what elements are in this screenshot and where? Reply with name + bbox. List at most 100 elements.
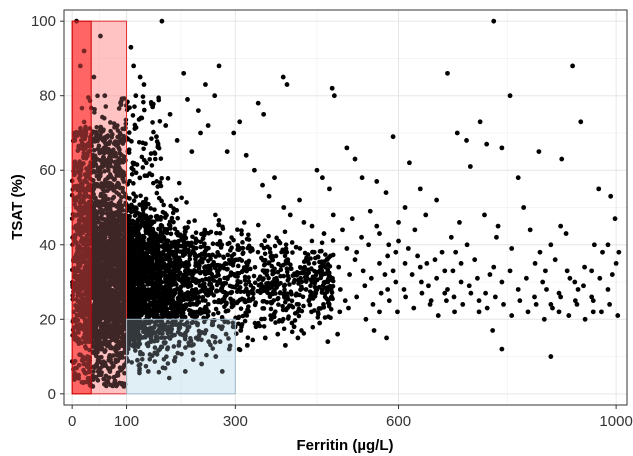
data-point xyxy=(91,223,97,229)
data-point xyxy=(239,231,244,237)
data-point xyxy=(143,259,148,265)
data-point xyxy=(240,313,246,319)
data-point xyxy=(103,226,109,232)
data-point xyxy=(278,263,284,269)
data-point xyxy=(190,357,196,362)
data-point xyxy=(167,219,173,225)
data-point xyxy=(145,229,150,234)
data-point xyxy=(191,245,197,251)
data-point xyxy=(164,288,169,293)
data-point xyxy=(172,314,178,319)
data-point xyxy=(168,305,173,311)
data-point xyxy=(155,338,160,344)
data-point xyxy=(257,323,263,329)
data-point xyxy=(177,299,183,304)
data-point xyxy=(161,202,166,208)
data-point xyxy=(187,301,193,307)
data-point xyxy=(203,304,208,310)
data-point xyxy=(131,261,137,266)
data-point xyxy=(154,237,159,243)
data-point xyxy=(213,254,219,259)
data-point xyxy=(153,330,158,336)
data-point xyxy=(215,299,221,305)
data-point xyxy=(309,292,315,298)
data-point xyxy=(201,256,207,261)
data-point xyxy=(242,298,248,304)
data-point xyxy=(322,285,328,291)
data-point xyxy=(149,279,155,285)
data-point xyxy=(148,206,153,211)
data-point xyxy=(122,370,127,376)
data-point xyxy=(205,313,211,319)
data-point xyxy=(317,249,323,254)
data-point xyxy=(298,265,303,270)
data-point xyxy=(169,215,175,221)
data-point xyxy=(168,287,173,293)
data-point xyxy=(163,327,169,332)
data-point xyxy=(143,363,149,369)
data-point xyxy=(267,260,272,265)
data-point xyxy=(207,282,212,287)
data-point xyxy=(281,326,287,332)
data-point xyxy=(100,248,105,254)
data-point xyxy=(269,313,275,318)
data-point xyxy=(108,236,114,242)
data-point xyxy=(159,320,165,326)
data-point xyxy=(239,324,244,330)
data-point xyxy=(127,222,132,227)
data-point xyxy=(202,281,207,286)
data-point xyxy=(91,191,97,197)
data-point xyxy=(301,303,306,309)
data-point xyxy=(226,336,231,341)
data-point xyxy=(290,304,296,310)
data-point xyxy=(225,241,231,247)
data-point xyxy=(156,258,161,264)
data-point xyxy=(156,323,162,328)
data-point xyxy=(165,295,171,301)
data-point xyxy=(208,256,213,262)
data-point xyxy=(268,299,274,305)
data-point xyxy=(193,256,198,262)
data-point xyxy=(281,273,286,279)
data-point xyxy=(121,326,127,332)
data-point xyxy=(77,352,82,357)
data-point xyxy=(253,300,259,305)
data-point xyxy=(132,227,137,233)
data-point xyxy=(159,238,164,244)
data-point xyxy=(81,150,87,156)
data-point xyxy=(91,241,96,246)
data-point xyxy=(280,303,285,309)
data-point xyxy=(165,319,171,325)
data-point xyxy=(322,315,328,320)
data-point xyxy=(165,176,171,181)
data-point xyxy=(231,284,236,290)
data-point xyxy=(259,242,264,248)
data-point xyxy=(129,237,135,243)
data-point xyxy=(283,242,289,247)
data-point xyxy=(209,276,214,282)
data-point xyxy=(120,295,126,300)
data-point xyxy=(211,311,216,317)
data-point xyxy=(326,297,331,303)
data-point xyxy=(329,290,335,295)
data-point xyxy=(275,295,281,301)
data-point xyxy=(174,197,179,203)
data-point xyxy=(128,209,134,215)
data-point xyxy=(167,223,173,229)
data-point xyxy=(229,235,234,240)
data-point xyxy=(293,244,299,250)
data-point xyxy=(111,215,116,221)
data-point xyxy=(108,128,113,134)
data-point xyxy=(227,283,233,289)
data-point xyxy=(175,229,180,235)
data-point xyxy=(183,229,188,234)
data-point xyxy=(186,271,191,276)
data-point xyxy=(185,296,191,301)
data-point xyxy=(154,232,159,238)
data-point xyxy=(217,253,222,258)
data-point xyxy=(198,311,203,316)
data-point xyxy=(126,333,131,339)
data-point xyxy=(228,248,233,253)
data-point xyxy=(192,218,197,223)
data-point xyxy=(160,272,165,277)
